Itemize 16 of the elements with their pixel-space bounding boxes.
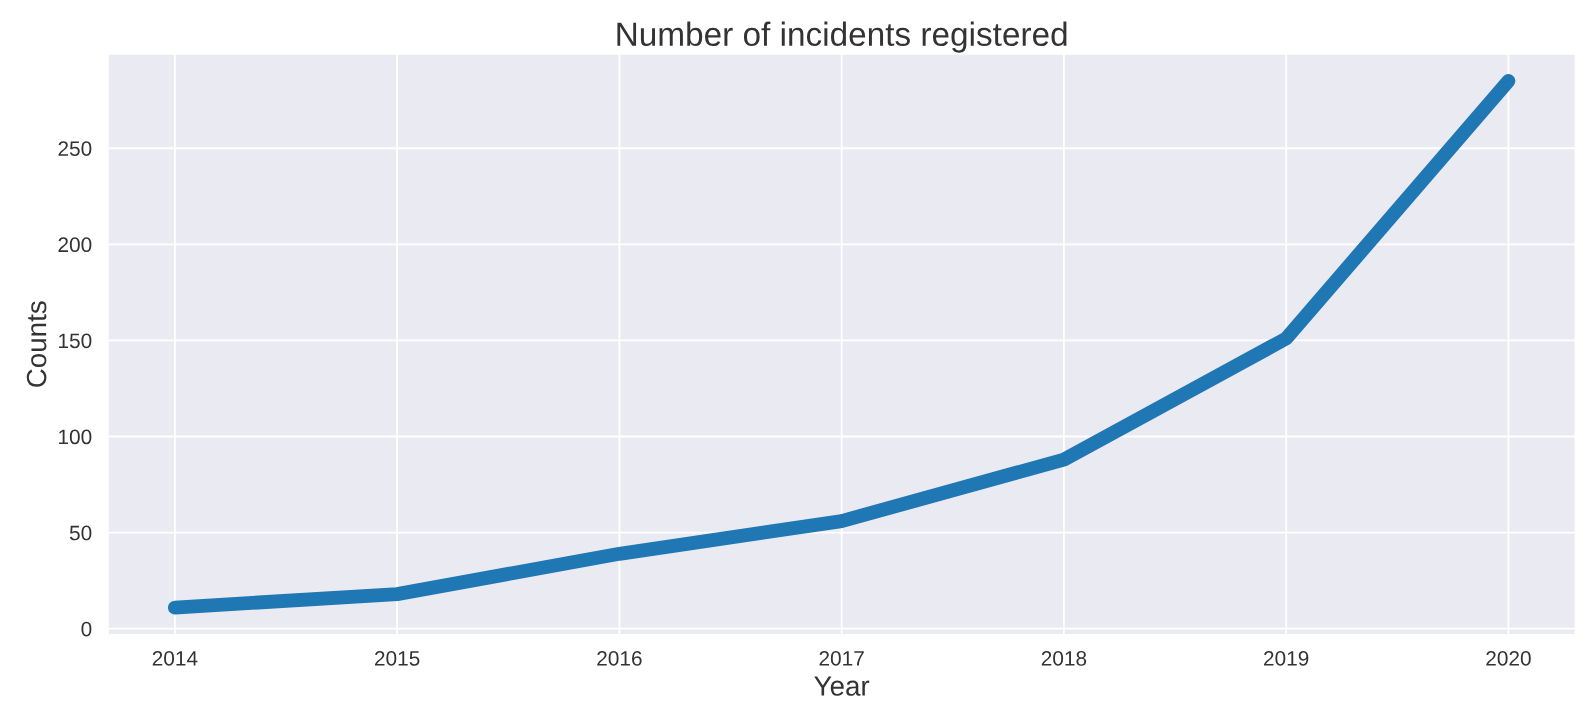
- y-axis-title: Counts: [26, 301, 47, 387]
- x-tick-label: 2019: [1264, 651, 1309, 666]
- y-tick-label: 250: [58, 141, 92, 156]
- y-tick-label: 50: [69, 525, 92, 541]
- x-tick-label: 2018: [1041, 651, 1087, 666]
- x-tick-label: 2017: [819, 651, 864, 666]
- chart-title: Number of incidents registered: [617, 21, 1067, 53]
- x-tick-label: 2016: [597, 651, 642, 666]
- y-tick-label: 100: [59, 429, 92, 445]
- x-axis-title: Year: [814, 676, 870, 696]
- y-tick-label: 0: [81, 621, 92, 637]
- x-tick-label: 2020: [1486, 651, 1531, 666]
- y-tick-label: 150: [59, 333, 92, 349]
- x-tick-label: 2014: [152, 651, 198, 666]
- x-tick-label: 2015: [375, 651, 420, 666]
- y-tick-label: 200: [58, 237, 92, 253]
